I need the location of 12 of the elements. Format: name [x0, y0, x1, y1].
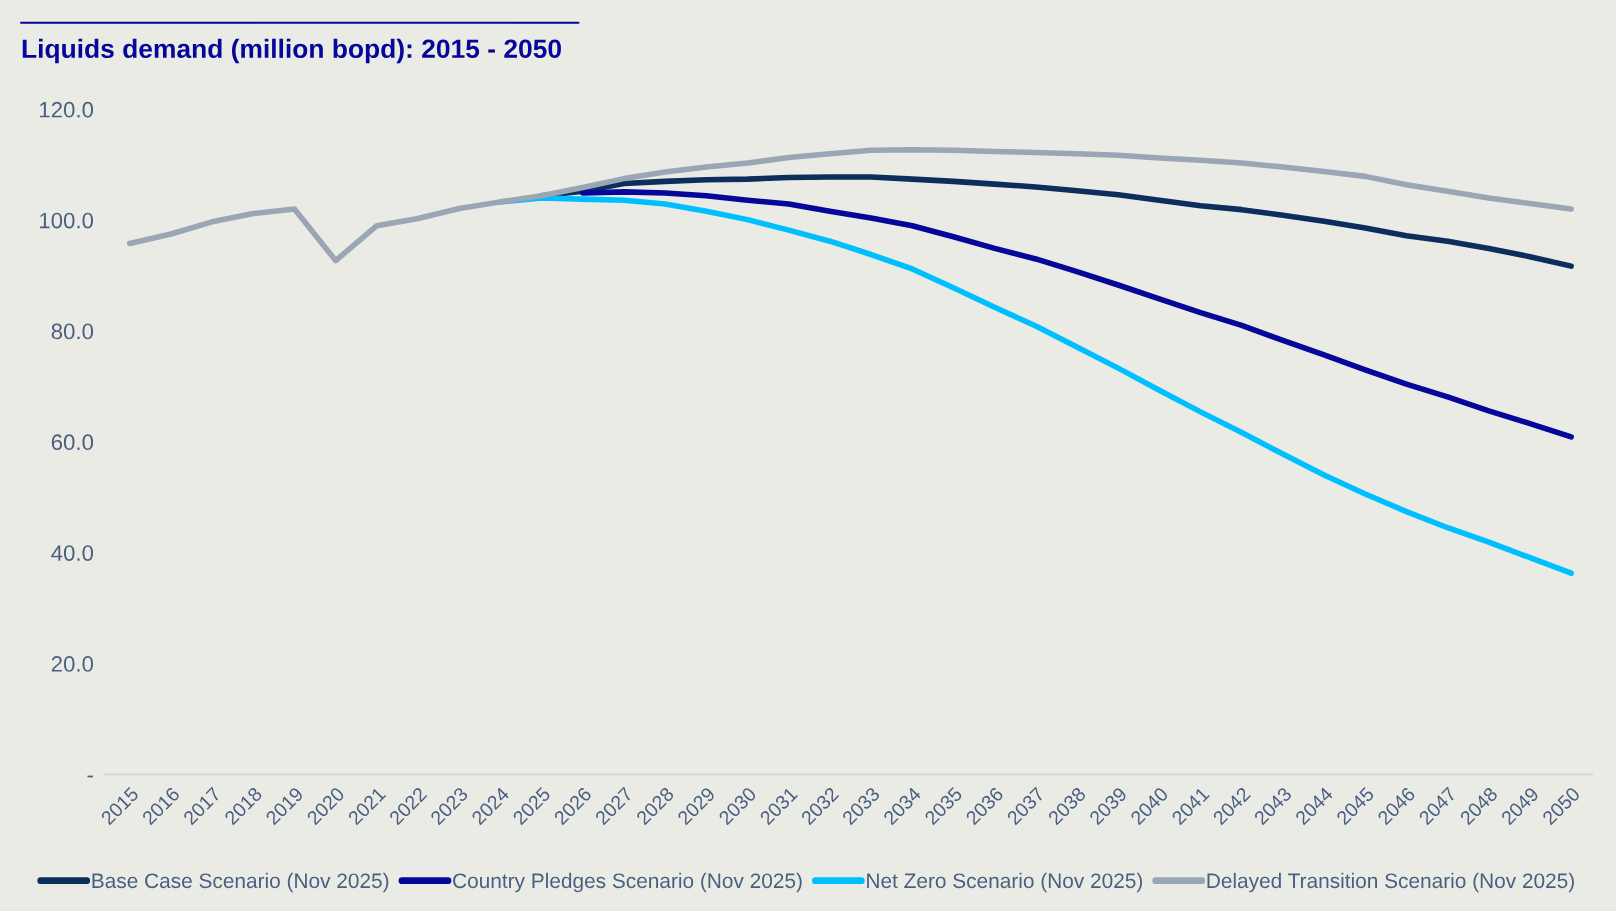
y-tick-label: - — [87, 775, 93, 778]
legend-label: Base Case Scenario (Nov 2025) — [92, 872, 389, 893]
y-tick-label: 120.0 — [40, 101, 94, 118]
y-tick-label: 40.0 — [51, 545, 94, 561]
legend-label: Net Zero Scenario (Nov 2025) — [867, 872, 1143, 893]
y-tick-label: 100.0 — [40, 212, 94, 229]
legend-label: Delayed Transition Scenario (Nov 2025) — [1207, 872, 1574, 893]
y-tick-label: 60.0 — [51, 434, 94, 451]
chart-title: Liquids demand (million bopd): 2015 - 2050 — [22, 38, 561, 64]
y-tick-label: 20.0 — [51, 656, 94, 672]
y-tick-label: 80.0 — [51, 323, 94, 340]
legend-label: Country Pledges Scenario (Nov 2025) — [453, 872, 802, 893]
